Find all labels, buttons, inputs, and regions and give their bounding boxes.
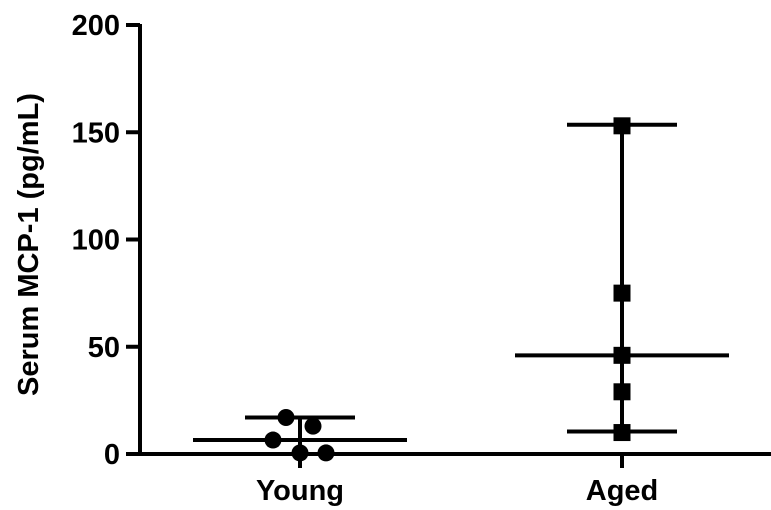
y-tick-label: 150: [72, 117, 120, 149]
y-axis-title: Serum MCP-1 (pg/mL): [13, 93, 45, 396]
x-category-label: Young: [256, 475, 344, 507]
y-ticks: 0 50 100 150 200: [72, 10, 140, 471]
data-point-square: [613, 117, 631, 135]
data-point-square: [613, 424, 631, 442]
data-point-circle: [317, 444, 335, 462]
data-point-square: [613, 383, 631, 401]
data-points: [264, 117, 631, 462]
data-point-circle: [277, 409, 295, 427]
data-point-circle: [264, 431, 282, 449]
range-bars: [193, 122, 729, 454]
data-point-circle: [304, 417, 322, 435]
y-tick-label: 0: [104, 439, 120, 471]
y-tick-label: 50: [88, 332, 120, 364]
x-category-label: Aged: [586, 475, 659, 507]
x-ticks: Young Aged: [256, 454, 658, 507]
y-tick-label: 200: [72, 10, 120, 42]
data-point-circle: [291, 444, 309, 462]
data-point-square: [613, 346, 631, 364]
data-point-square: [613, 284, 631, 302]
y-tick-label: 100: [72, 225, 120, 257]
